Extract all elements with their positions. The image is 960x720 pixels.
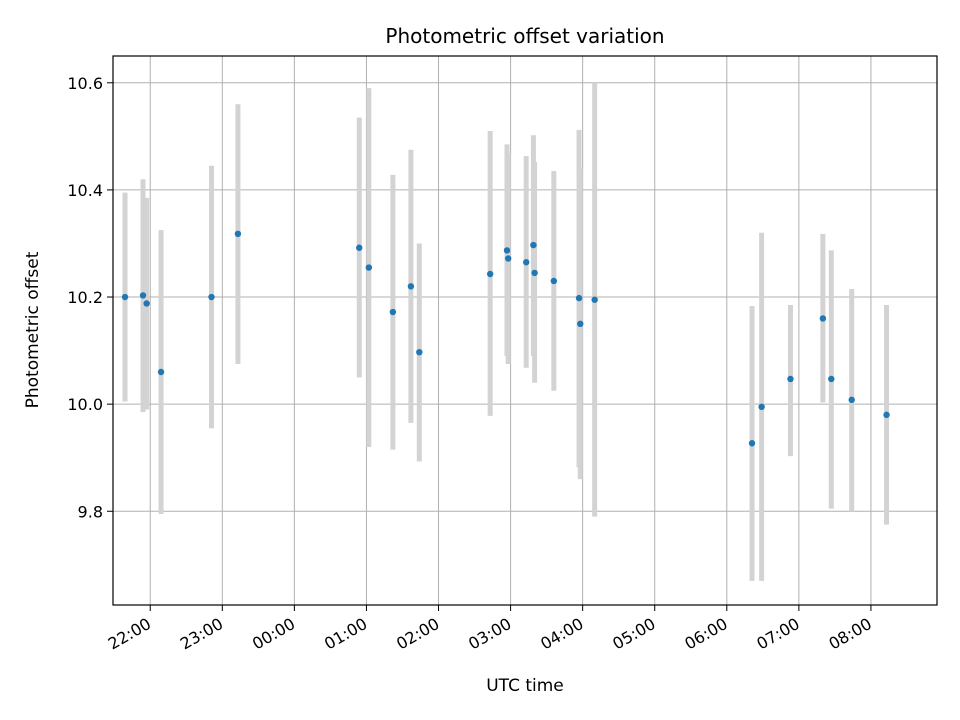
- y-tick-label: 10.4: [67, 181, 103, 200]
- data-point: [523, 259, 530, 266]
- data-point: [591, 296, 598, 303]
- data-point: [208, 293, 215, 301]
- data-point: [504, 255, 512, 262]
- y-tick-label: 9.8: [78, 502, 103, 521]
- y-tick-label: 10.0: [67, 395, 103, 414]
- data-point: [143, 300, 150, 307]
- data-point: [486, 270, 494, 278]
- data-point: [531, 269, 538, 277]
- y-axis-label: Photometric offset: [23, 251, 43, 408]
- data-point: [365, 264, 373, 271]
- x-axis-label: UTC time: [486, 676, 564, 696]
- data-point: [883, 411, 890, 419]
- data-point: [758, 403, 765, 411]
- data-point: [848, 396, 855, 404]
- data-points: [121, 230, 890, 447]
- data-point: [121, 293, 129, 301]
- data-point: [234, 230, 242, 238]
- data-point: [575, 294, 583, 302]
- chart-title: Photometric offset variation: [385, 24, 664, 48]
- data-point: [828, 375, 835, 383]
- y-axis-ticks: 9.8 10.0 10.2 10.4 10.6: [67, 74, 113, 521]
- data-point: [407, 283, 415, 290]
- data-point: [550, 277, 558, 285]
- data-point: [787, 375, 794, 383]
- data-point: [748, 440, 756, 447]
- y-tick-label: 10.6: [67, 74, 103, 93]
- data-point: [819, 315, 827, 322]
- data-point: [389, 308, 397, 316]
- y-tick-label: 10.2: [67, 288, 103, 307]
- data-point: [503, 247, 511, 254]
- data-point: [356, 244, 363, 251]
- data-point: [139, 292, 147, 299]
- plot-frame: [112, 55, 938, 606]
- data-point: [157, 368, 165, 376]
- data-point: [530, 241, 537, 249]
- data-point: [577, 320, 584, 328]
- data-point: [416, 348, 423, 356]
